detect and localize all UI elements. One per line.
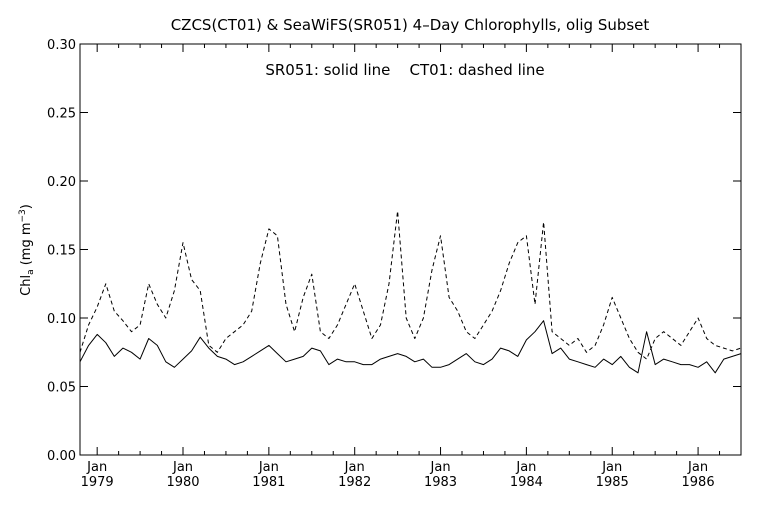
x-tick-month-label: Jan	[172, 460, 193, 475]
y-tick-label: 0.20	[47, 175, 76, 190]
x-tick-month-label: Jan	[601, 460, 622, 475]
x-tick-year-label: 1980	[166, 475, 199, 490]
x-tick-year-label: 1985	[596, 475, 629, 490]
y-tick-label: 0.00	[47, 449, 76, 464]
x-tick-year-label: 1981	[252, 475, 285, 490]
y-tick-label: 0.30	[47, 38, 76, 53]
x-tick-month-label: Jan	[687, 460, 708, 475]
plot-area-frame	[79, 43, 742, 456]
y-tick-label: 0.25	[47, 107, 76, 122]
series-line-ct01	[79, 210, 742, 360]
x-tick-month-label: Jan	[86, 460, 107, 475]
x-tick-month-label: Jan	[430, 460, 451, 475]
series-annotation: SR051: solid line CT01: dashed line	[265, 61, 544, 79]
x-tick-year-label: 1986	[682, 475, 715, 490]
y-axis-label: Chla (mg m−3)	[18, 204, 36, 296]
x-tick-month-label: Jan	[258, 460, 279, 475]
x-tick-year-label: 1979	[81, 475, 114, 490]
x-axis: Jan1979Jan1980Jan1981Jan1982Jan1983Jan19…	[81, 44, 742, 490]
x-tick-year-label: 1983	[424, 475, 457, 490]
y-tick-label: 0.10	[47, 312, 76, 327]
x-tick-month-label: Jan	[344, 460, 365, 475]
y-axis: 0.00 0.05 0.10 0.15 0.20 0.25 0.30	[47, 38, 741, 464]
chart-title: CZCS(CT01) & SeaWiFS(SR051) 4–Day Chloro…	[171, 16, 650, 34]
series-layer	[79, 210, 742, 374]
x-tick-year-label: 1982	[338, 475, 371, 490]
x-tick-year-label: 1984	[510, 475, 543, 490]
y-tick-label: 0.05	[47, 381, 76, 396]
series-line-sr051	[79, 320, 742, 374]
y-tick-label: 0.15	[47, 244, 76, 259]
x-tick-month-label: Jan	[515, 460, 536, 475]
